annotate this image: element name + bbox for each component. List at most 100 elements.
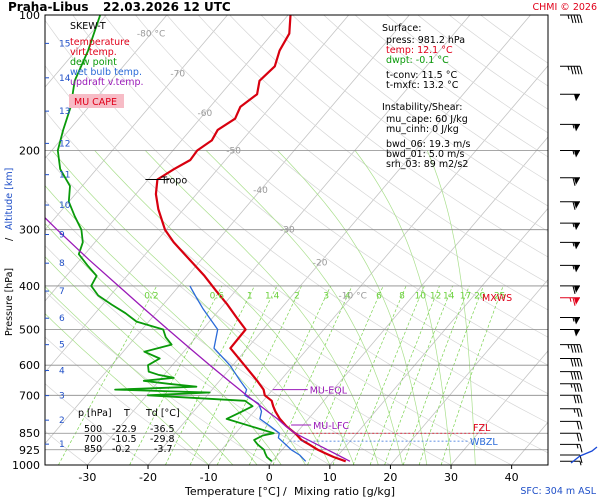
isotherm-label: -30 [280, 226, 295, 236]
altitude-label: 6 [59, 314, 65, 324]
pressure-tick-label: 400 [19, 280, 40, 293]
altitude-label: 9 [59, 231, 65, 241]
isotherm-label: -40 [253, 186, 268, 196]
dry-adiabat [229, 15, 548, 258]
series-wet-bulb-temp- [189, 285, 307, 462]
wbzl-label: WBZL [470, 437, 498, 448]
pressure-tick-label: 700 [19, 389, 40, 402]
wind-flag [572, 177, 576, 186]
wind-flag [572, 242, 575, 247]
wind-flag [573, 371, 577, 380]
table-header-t: T [123, 408, 130, 419]
mixing-ratio-line [369, 285, 440, 465]
wind-flag [579, 358, 583, 367]
wind-flag [573, 395, 577, 404]
pressure-tick-label: 925 [19, 444, 40, 457]
mixing-ratio-marker: / [283, 485, 287, 498]
isotherm-line [45, 15, 410, 445]
y-axis-separator: / [4, 237, 15, 241]
mixing-ratio-line [384, 285, 453, 465]
altitude-label: 15 [59, 39, 70, 49]
wind-flag [572, 201, 576, 210]
wind-flag [579, 408, 583, 417]
mixing-ratio-label: 25 [494, 291, 505, 301]
isotherm-line [45, 15, 289, 302]
table-cell: -29.8 [150, 434, 175, 445]
wind-pennant [574, 265, 580, 273]
wind-flag [573, 383, 577, 392]
table-cell: 850 [84, 444, 102, 455]
wind-pennant [574, 177, 580, 185]
temperature-tick-label: -30 [78, 471, 96, 484]
wind-flag [573, 358, 577, 367]
dry-adiabat [323, 15, 548, 182]
dry-adiabat [45, 383, 149, 465]
copyright: CHMI © 2026 [533, 2, 598, 13]
pressure-tick-label: 300 [19, 224, 40, 237]
isotherm-line [45, 15, 350, 373]
temperature-tick-label: -20 [139, 471, 157, 484]
temperature-tick-label: 10 [323, 471, 337, 484]
temperature-tick-label: 40 [505, 471, 519, 484]
legend-dew-point: dew point [70, 57, 117, 68]
surface-press: press: 981.2 hPa [386, 35, 465, 46]
dry-adiabat [45, 19, 548, 424]
table-header-td: Td [°C] [145, 408, 180, 419]
dry-adiabat [45, 336, 209, 465]
wind-flag [579, 383, 583, 392]
mixing-ratio-label: 17 [460, 291, 471, 301]
temperature-tick-label: 20 [383, 471, 397, 484]
wind-flag [570, 344, 574, 353]
level-table: p [hPa] T Td [°C] 500 -22.9 -36.5 700 -1… [78, 408, 180, 455]
wind-flag [579, 371, 583, 380]
wind-flag [579, 461, 582, 466]
series-updraft-v-temp- [45, 216, 351, 462]
wind-flag [579, 66, 583, 75]
wind-flag [576, 408, 580, 417]
mixing-ratio-label: 2 [294, 291, 300, 301]
legend-wet-bulb: wet bulb temp. [70, 67, 142, 78]
instability-title: Instability/Shear: [382, 102, 462, 113]
mixing-ratio-label: 4 [345, 291, 351, 301]
wind-flag [572, 285, 576, 295]
wind-flag [579, 421, 583, 430]
mixing-ratio-line [189, 285, 278, 465]
mu-cape-label: MU CAPE [74, 97, 117, 108]
mixing-ratio-line [307, 285, 384, 465]
wind-pennant [574, 297, 580, 305]
table-header-p: p [hPa] [78, 408, 112, 419]
table-cell: -10.5 [112, 434, 137, 445]
dry-adiabat [386, 15, 548, 134]
surface-panel: Surface: press: 981.2 hPa temp: 12.1 °C … [382, 23, 471, 170]
hodograph [570, 446, 598, 464]
altitude-label: 4 [59, 366, 65, 376]
wind-flag [576, 371, 580, 380]
isotherm-label: -50 [226, 146, 241, 156]
mxws-label: MXWS [482, 293, 512, 304]
wind-flag [576, 395, 580, 404]
wind-flag [567, 344, 570, 349]
dry-adiabat [354, 15, 548, 158]
wind-flag [572, 124, 575, 129]
mixing-ratio-label: 8 [399, 291, 405, 301]
wind-pennant [574, 223, 580, 231]
dry-adiabat [135, 15, 548, 338]
wind-flag [570, 358, 574, 367]
altitude-label: 11 [59, 171, 70, 181]
wind-flag [576, 421, 580, 430]
plot-frame [44, 14, 549, 466]
wind-flag [567, 14, 570, 20]
altitude-label: 14 [59, 74, 71, 84]
table-cell: -22.9 [112, 424, 137, 435]
wind-flag [576, 383, 580, 392]
dry-adiabat [45, 65, 548, 454]
dry-adiabat [103, 15, 548, 366]
dry-adiabat [292, 15, 548, 207]
surface-tmxfc: t-mxfc: 13.2 °C [386, 80, 459, 91]
isotherm-label: -10 °C [339, 291, 367, 301]
surface-tconv: t-conv: 11.5 °C [386, 70, 457, 81]
mixing-ratio-label: 0.2 [144, 291, 158, 301]
altitude-label: 5 [59, 341, 65, 351]
wind-flag [572, 222, 575, 228]
